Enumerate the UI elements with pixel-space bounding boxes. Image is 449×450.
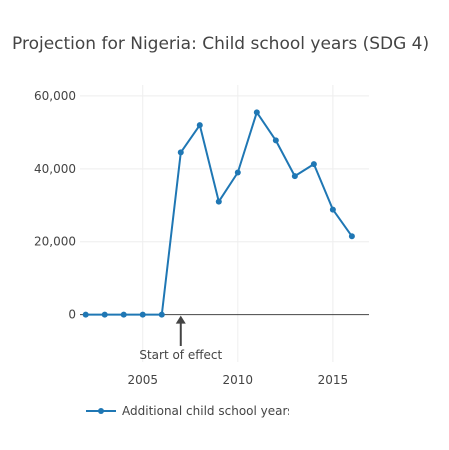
x-axis-ticks: 2005 2010 2015 [127, 373, 348, 387]
y-tick-label: 40,000 [34, 162, 76, 176]
data-point [291, 173, 298, 180]
data-point [158, 311, 165, 318]
y-tick-label: 60,000 [34, 89, 76, 103]
y-tick-label: 0 [68, 308, 76, 322]
data-point [177, 149, 184, 156]
data-point [139, 311, 146, 318]
chart-title: Projection for Nigeria: Child school yea… [12, 34, 430, 54]
x-tick-label: 2005 [127, 373, 158, 387]
data-point [329, 206, 336, 213]
data-point [82, 311, 89, 318]
data-point [253, 109, 260, 116]
grid-lines [80, 85, 369, 362]
series-line [85, 111, 353, 316]
annotation-label: Start of effect [139, 348, 222, 362]
data-point [101, 311, 108, 318]
annotation-arrowhead [175, 315, 186, 324]
series-group [82, 109, 355, 318]
x-tick-label: 2015 [318, 373, 349, 387]
data-point [310, 161, 317, 168]
data-point [215, 198, 222, 205]
legend-label: Additional child school years [122, 404, 289, 418]
y-axis-ticks: 0 20,000 40,000 60,000 [34, 89, 76, 322]
data-point [196, 122, 203, 129]
annotations: Start of effect [139, 315, 222, 362]
legend[interactable]: Additional child school years [84, 402, 289, 420]
x-tick-label: 2010 [223, 373, 254, 387]
data-point [234, 169, 241, 176]
legend-swatch [84, 404, 118, 418]
data-point [272, 137, 279, 144]
y-tick-label: 20,000 [34, 235, 76, 249]
data-point [120, 311, 127, 318]
data-point [348, 233, 355, 240]
